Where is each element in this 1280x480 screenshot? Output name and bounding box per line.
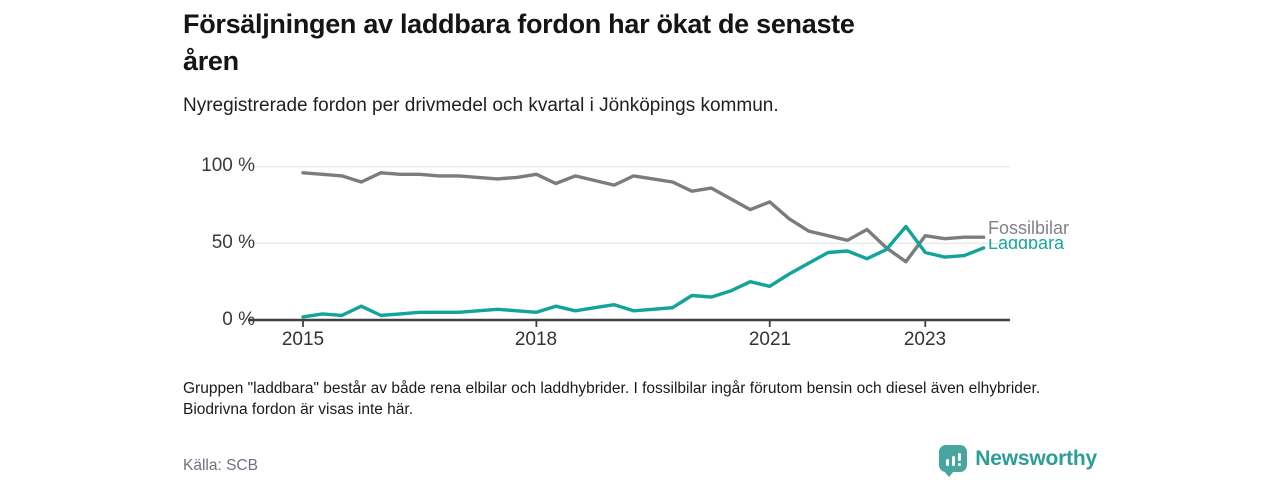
x-axis-tick-2021: 2021 [748, 329, 792, 350]
brand-name: Newsworthy [975, 446, 1097, 470]
x-axis-tick-2023: 2023 [903, 329, 947, 350]
page-title: Försäljningen av laddbara fordon har öka… [183, 9, 855, 76]
plot-canvas [248, 166, 1010, 327]
line-chart: 100 % 50 % 0 % 2015 2018 2021 2023 Laddb… [180, 148, 1100, 363]
logo-exclamation-icon [957, 452, 962, 466]
x-axis-tick-2015: 2015 [281, 329, 325, 350]
logo-bar-icon [945, 459, 950, 466]
y-axis-tick-100: 100 % [201, 155, 255, 176]
page-subtitle: Nyregistrerade fordon per drivmedel och … [183, 95, 779, 116]
logo-bar-icon [951, 456, 956, 466]
y-axis-tick-0: 0 % [222, 309, 255, 330]
y-axis-tick-50: 50 % [211, 232, 255, 253]
newsworthy-logo: Newsworthy [939, 445, 1097, 477]
x-axis-tick-2018: 2018 [514, 329, 558, 350]
source-credit: Källa: SCB [183, 457, 258, 474]
series-label-fossilbilar: Fossilbilar [988, 218, 1070, 239]
chart-footnote: Gruppen "laddbara" består av både rena e… [183, 380, 1041, 418]
newsworthy-chart-bubble-icon [939, 445, 968, 477]
